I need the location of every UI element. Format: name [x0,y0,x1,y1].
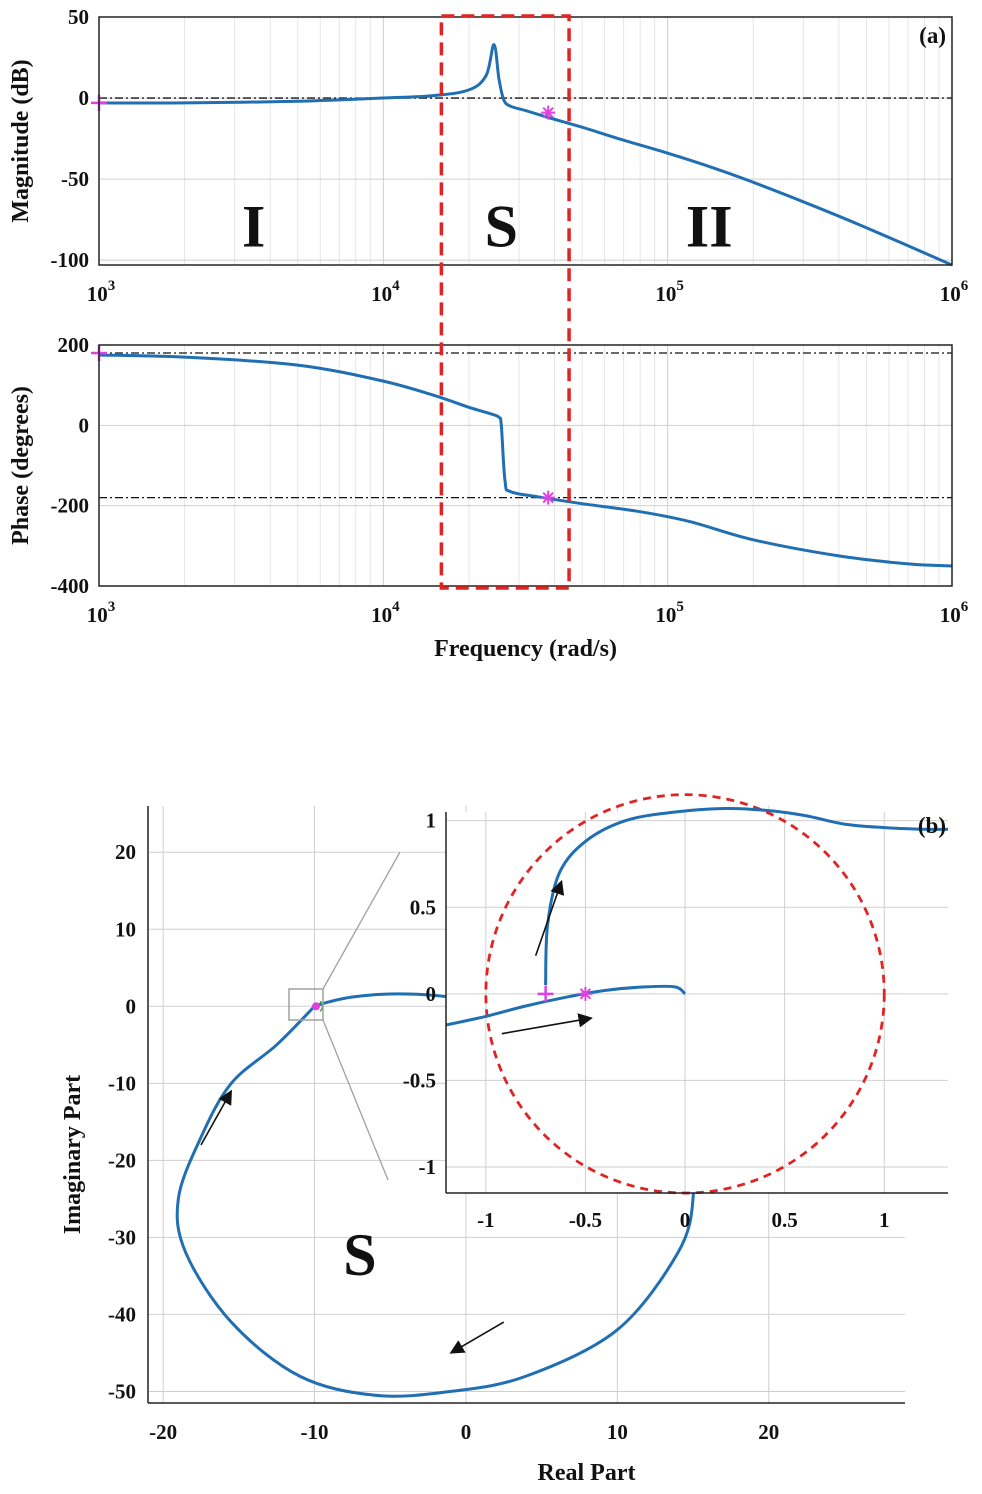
zoom-connector-line [322,851,401,990]
y-tick-label: 0.5 [410,895,436,919]
x-tick-exponent: 3 [108,599,116,615]
y-tick-label: -30 [108,1225,136,1249]
y-tick-label: -0.5 [403,1068,436,1092]
panel-a-label: (a) [919,23,946,48]
x-tick-base: 10 [87,282,108,306]
star-marker [542,106,554,119]
x-tick-base: 10 [371,603,392,627]
y-tick-label: 0 [79,86,90,110]
y-tick-label: -1 [419,1155,437,1179]
x-tick-label: 106 [940,278,969,306]
direction-arrow [200,1089,232,1146]
x-tick-exponent: 3 [108,278,116,294]
y-tick-label: 20 [115,840,136,864]
zoom-region-box [288,988,324,1021]
nyquist-curve [175,992,695,1398]
y-tick-label: -200 [51,494,90,518]
x-tick-label: 0 [461,1420,472,1444]
x-tick-label: 104 [371,599,400,627]
s-region-highlight-box [439,14,571,590]
frequency-x-axis-label: Frequency (rad/s) [434,636,617,662]
phase-y-axis-label: Phase (degrees) [8,386,34,545]
x-tick-label: 106 [940,599,969,627]
x-tick-label: 1 [879,1208,890,1232]
real-part-axis-label: Real Part [538,1460,636,1486]
x-tick-base: 10 [87,603,108,627]
x-tick-exponent: 6 [961,278,969,294]
y-tick-label: 0 [126,994,137,1018]
x-tick-label: 20 [758,1420,779,1444]
direction-arrow [534,879,565,957]
nyquist-region-label-s: S [343,1222,376,1288]
x-tick-label: -10 [301,1420,329,1444]
y-tick-label: 50 [68,5,89,29]
x-tick-label: 103 [87,599,116,627]
magnitude-plot: 500-50-100 103 104 105 106 Magnitude (dB) I… [8,5,969,306]
star-marker [579,988,592,1000]
inset-background [446,812,948,1193]
y-tick-label: -40 [108,1302,136,1326]
zoom-connector-line [322,1019,389,1181]
x-tick-base: 10 [940,282,961,306]
x-tick-exponent: 4 [392,599,400,615]
x-tick-base: 10 [655,603,676,627]
direction-arrow [449,1321,505,1354]
y-tick-label: 0 [426,982,437,1006]
x-tick-exponent: 6 [961,599,969,615]
x-tick-label: 105 [655,278,684,306]
phase-curve [98,353,953,568]
x-tick-label: -0.5 [569,1208,602,1232]
x-tick-label: 0 [680,1208,691,1232]
direction-arrow [501,1013,593,1035]
y-tick-label: -100 [51,248,90,272]
y-tick-label: -20 [108,1148,136,1172]
region-label: S [485,193,518,259]
x-tick-label: 105 [655,599,684,627]
x-tick-base: 10 [371,282,392,306]
magnitude-y-axis-label: Magnitude (dB) [8,59,34,222]
dot-marker [312,1002,321,1011]
magnitude-axes-frame [98,16,953,266]
y-tick-label: -50 [61,167,89,191]
x-tick-label: 103 [87,278,116,306]
panel-b-label: (b) [918,813,946,838]
x-tick-label: 104 [371,278,400,306]
x-tick-base: 10 [655,282,676,306]
imaginary-part-axis-label: Imaginary Part [60,1075,86,1234]
x-tick-exponent: 5 [676,599,684,615]
nyquist-zoom-inset: 1 0.5 0 -0.5 -1 -1 -0.5 0 0.5 1 [403,793,949,1232]
phase-axes-frame [98,344,953,587]
x-tick-base: 10 [940,603,961,627]
x-tick-exponent: 5 [676,278,684,294]
y-tick-label: 0 [79,413,90,437]
region-label: II [686,193,733,259]
x-tick-label: 0.5 [772,1208,798,1232]
x-tick-label: -1 [477,1208,495,1232]
y-tick-label: 10 [115,917,136,941]
region-label: I [242,193,265,259]
y-tick-label: 1 [426,809,437,833]
magnitude-curve [98,43,953,267]
x-tick-exponent: 4 [392,278,400,294]
y-tick-label: -10 [108,1071,136,1095]
inset-curve-1 [544,806,949,986]
star-marker [542,491,554,504]
x-tick-label: 10 [607,1420,628,1444]
y-tick-label: -50 [108,1379,136,1403]
y-tick-label: 200 [58,333,90,357]
y-tick-label: -400 [51,574,90,598]
x-tick-label: -20 [149,1420,177,1444]
